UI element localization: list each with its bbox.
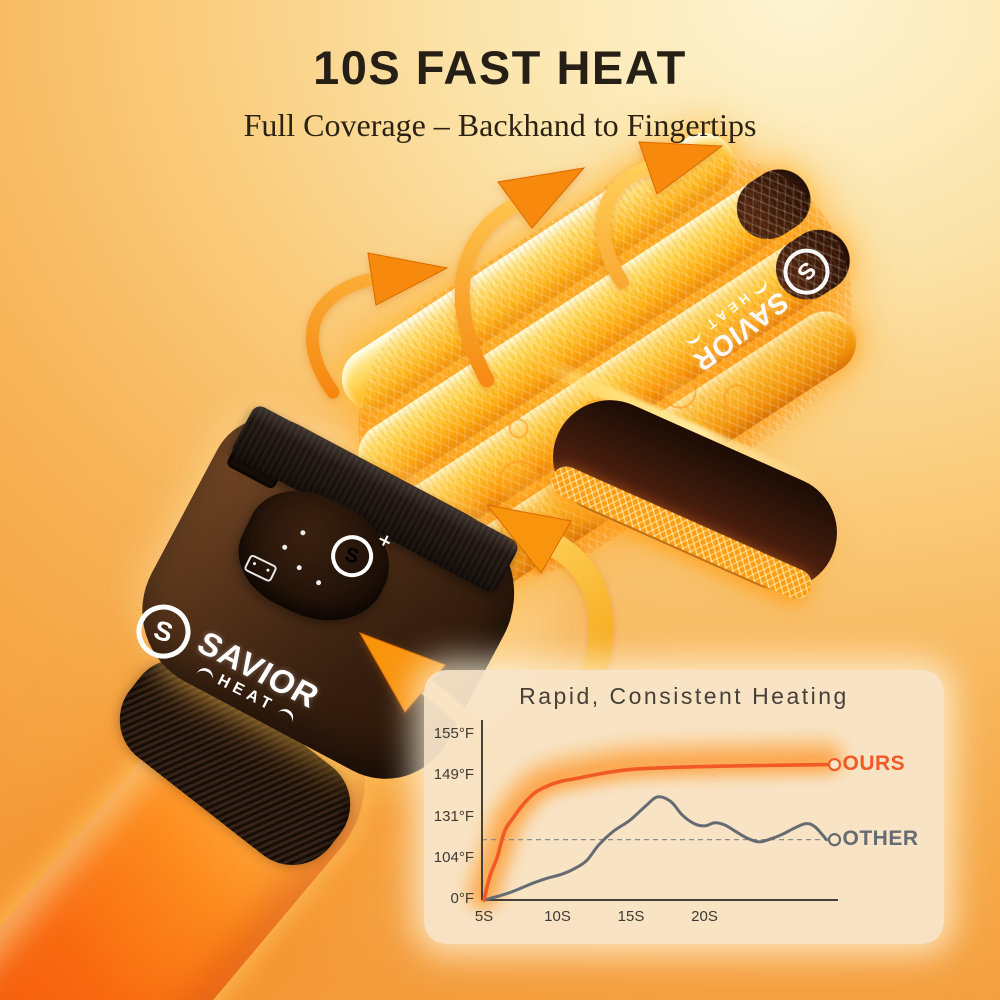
savior-monogram-icon: S (323, 528, 381, 585)
series-line-ours (482, 762, 829, 902)
series-line-other (482, 795, 828, 902)
page-subtitle: Full Coverage – Backhand to Fingertips (243, 107, 757, 143)
pad-indicator-dot (295, 564, 303, 572)
page-title: 10S FAST HEAT (313, 41, 687, 94)
monogram-letter: S (342, 543, 362, 569)
monogram-letter: S (792, 257, 822, 287)
line-end-ring-ours (827, 757, 842, 772)
monogram-letter: S (150, 614, 177, 649)
pad-indicator-dot (315, 579, 323, 586)
series-label-other: OTHER (842, 826, 919, 850)
header: 10S FAST HEAT Full Coverage – Backhand t… (0, 40, 1000, 144)
pad-indicator-dot (280, 543, 288, 551)
wing-flourish-icon (195, 665, 216, 682)
heat-glow (474, 750, 837, 906)
brand-logo-text: SAVIOR HEAT (185, 624, 326, 730)
remote-glyph-icon (243, 553, 278, 583)
heating-chart-panel: Rapid, Consistent Heating 155°F 149°F 131°… (424, 670, 944, 944)
heating-chart-plot (464, 720, 847, 912)
pad-indicator-dot (299, 529, 307, 537)
line-end-ring-other (827, 833, 842, 847)
series-label-ours: OURS (842, 751, 906, 775)
